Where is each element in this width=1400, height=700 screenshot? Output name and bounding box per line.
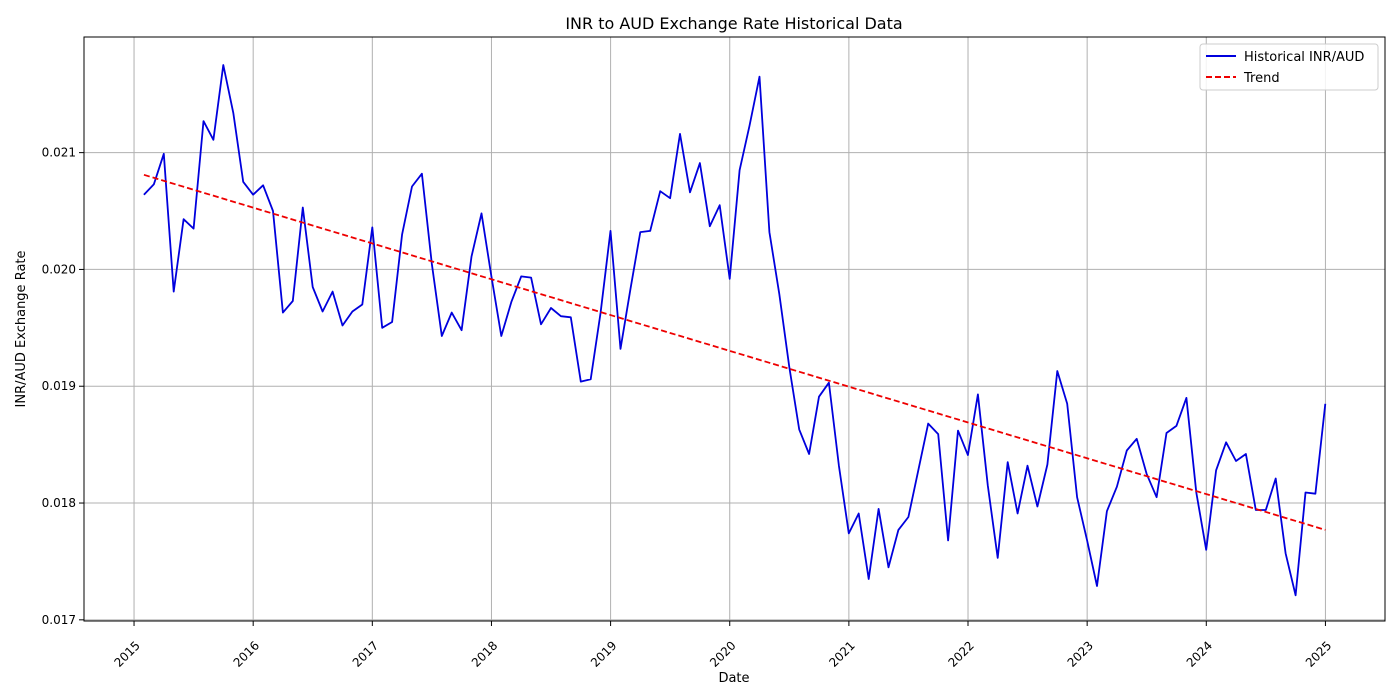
y-tick-label: 0.021 [42,146,76,160]
legend: Historical INR/AUD Trend [1200,44,1378,90]
y-tick-label: 0.018 [42,496,76,510]
x-axis-label: Date [718,671,749,686]
y-tick-label: 0.017 [42,613,76,627]
legend-label-historical: Historical INR/AUD [1244,50,1364,65]
y-axis-label: INR/AUD Exchange Rate [14,251,29,408]
y-tick-label: 0.020 [42,262,76,276]
legend-label-trend: Trend [1243,71,1280,86]
y-tick-label: 0.019 [42,379,76,393]
chart-title: INR to AUD Exchange Rate Historical Data [565,14,902,33]
